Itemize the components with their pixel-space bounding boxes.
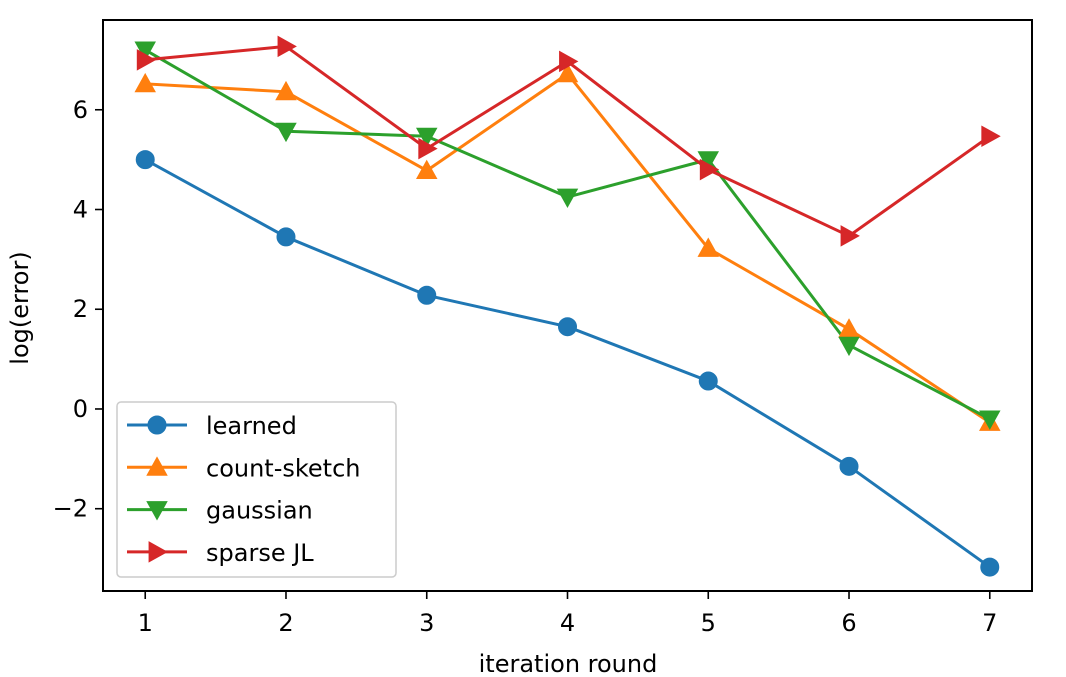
data-point-1-1 [275, 80, 297, 101]
x-tick-label: 1 [138, 609, 153, 637]
data-point-3-6 [981, 125, 1001, 147]
legend-label-2: gaussian [206, 497, 313, 525]
x-tick-label: 5 [701, 609, 716, 637]
data-point-2-5 [838, 336, 860, 357]
data-point-3-5 [840, 225, 860, 247]
legend-marker-1 [146, 456, 168, 476]
legend-label-3: sparse JL [206, 539, 314, 567]
data-point-2-1 [275, 122, 297, 143]
legend-box [116, 401, 397, 578]
data-point-0-0 [135, 150, 155, 170]
legend-marker-3 [148, 541, 168, 563]
data-point-3-2 [418, 137, 438, 160]
data-point-1-2 [415, 159, 438, 180]
data-point-2-3 [556, 188, 579, 208]
y-tick-label: 0 [73, 395, 88, 423]
data-point-3-0 [136, 49, 157, 71]
x-axis-label: iteration round [479, 650, 658, 673]
legend-label-1: count-sketch [206, 454, 361, 482]
data-point-0-4 [698, 371, 718, 391]
data-point-2-4 [697, 151, 720, 171]
data-point-0-2 [417, 285, 437, 305]
y-tick-label: 4 [73, 196, 88, 224]
data-point-2-0 [134, 41, 156, 61]
legend-marker-2 [146, 501, 168, 521]
x-tick-label: 6 [841, 609, 856, 637]
data-point-1-3 [556, 62, 579, 83]
y-tick-label: 2 [73, 295, 88, 323]
data-point-3-1 [277, 35, 297, 58]
plot-area [134, 35, 1001, 577]
x-tick-label: 4 [560, 609, 575, 637]
legend: learned count-sketch gaussian sparse JL [116, 401, 397, 578]
data-point-3-4 [699, 158, 720, 181]
y-axis-label: log(error) [6, 251, 34, 364]
data-point-2-6 [979, 410, 1001, 430]
legend-label-0: learned [206, 412, 297, 440]
legend-marker-0 [147, 415, 167, 435]
data-point-0-5 [839, 456, 859, 476]
data-point-3-3 [559, 50, 579, 73]
y-tick-label: −2 [53, 495, 88, 523]
x-tick-label: 7 [982, 609, 997, 637]
data-point-1-4 [697, 237, 720, 257]
data-point-0-6 [980, 557, 1000, 577]
x-tick-label: 3 [419, 609, 434, 637]
data-point-2-2 [415, 127, 438, 148]
data-point-0-3 [558, 317, 577, 337]
data-point-1-0 [134, 72, 156, 93]
x-tick-label: 2 [278, 609, 293, 637]
y-tick-label: 6 [73, 96, 88, 124]
axes: 1 2 3 4 5 6 7 −2 0 2 4 6 [53, 19, 1033, 637]
data-point-0-1 [276, 227, 296, 247]
